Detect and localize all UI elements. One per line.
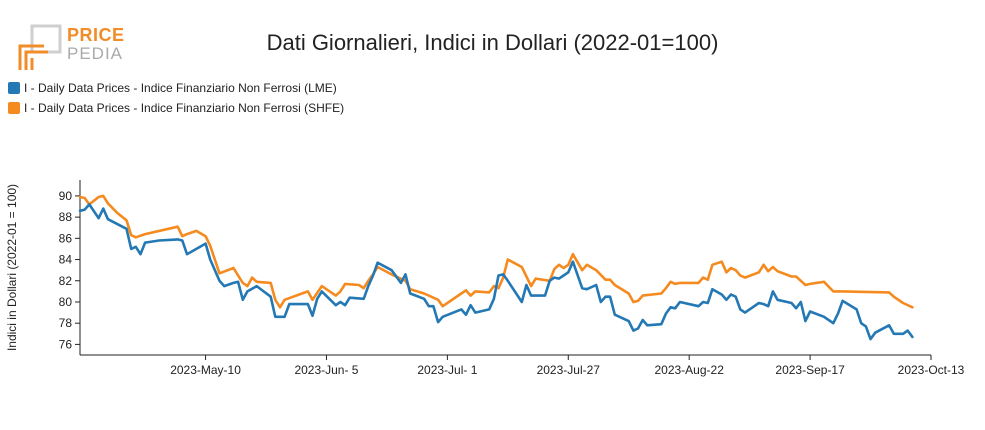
x-tick-label: 2023-Sep-17 [775,363,845,377]
x-tick-label: 2023-Jul- 1 [417,363,477,377]
logo-text-pedia: PEDIA [67,44,124,63]
chart-axes: 76 78 80 82 84 86 88 90 2023-May-10 2023-Jun- 5 20… [5,180,965,377]
legend-item-shfe[interactable]: I - Daily Data Prices - Indice Finanziar… [8,100,344,116]
chart-title: Dati Giornalieri, Indici in Dollari (202… [266,30,719,55]
series-line-shfe [78,194,914,309]
y-tick-label: 76 [59,337,73,351]
y-tick-label: 78 [59,316,73,330]
x-tick-label: 2023-Jun- 5 [294,363,358,377]
x-tick-label: 2023-May-10 [170,363,241,377]
legend-swatch-lme [8,82,20,94]
legend-item-lme[interactable]: I - Daily Data Prices - Indice Finanziar… [8,80,337,96]
logo-text-price: PRICE [67,25,125,45]
logo-mark-icon [18,24,62,70]
x-tick-label: 2023-Oct-13 [898,363,965,377]
legend-label-shfe: I - Daily Data Prices - Indice Finanziar… [24,101,345,115]
y-tick-label: 82 [59,274,73,288]
legend-label-lme: I - Daily Data Prices - Indice Finanziar… [24,81,337,95]
y-axis-title: Indici in Dollari (2022-01 = 100) [5,184,19,351]
chart-series-lines [78,194,914,341]
y-tick-label: 90 [59,189,73,203]
x-tick-label: 2023-Jul-27 [537,363,601,377]
y-tick-label: 86 [59,231,73,245]
series-line-lme [78,203,914,341]
y-tick-label: 84 [59,253,73,267]
pricepedia-logo: PRICE PEDIA [18,24,128,72]
y-tick-label: 80 [59,295,73,309]
y-tick-label: 88 [59,210,73,224]
x-tick-label: 2023-Aug-22 [654,363,724,377]
legend-swatch-shfe [8,102,20,114]
